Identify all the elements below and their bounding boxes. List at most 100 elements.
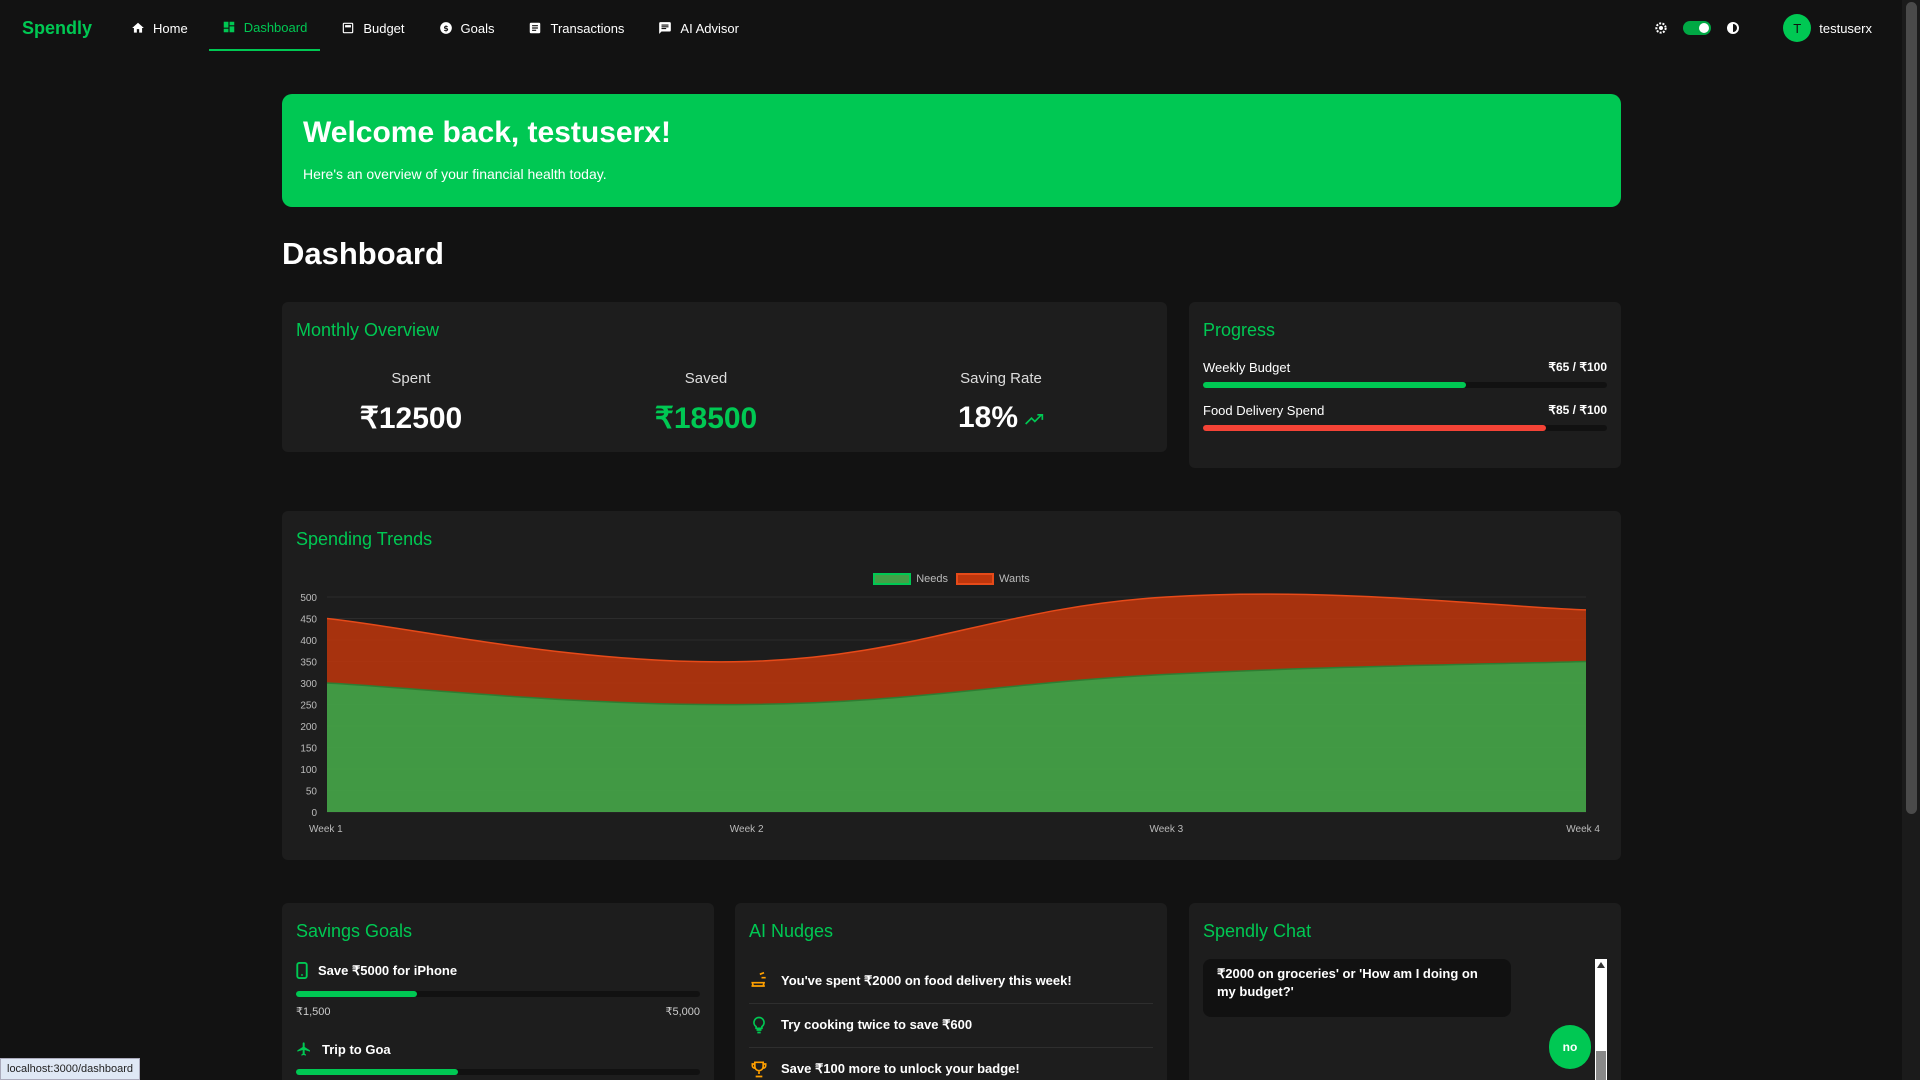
y-tick-label: 50 xyxy=(306,787,318,798)
chat-scrollbar[interactable] xyxy=(1595,959,1607,1080)
goal-progress-bar xyxy=(296,1069,700,1075)
goal-progress-bar xyxy=(296,991,700,997)
page-scrollbar[interactable] xyxy=(1902,0,1920,1080)
spent-label: Spent xyxy=(391,370,431,387)
chat-messages[interactable]: ₹2000 on groceries' or 'How am I doing o… xyxy=(1203,959,1607,1080)
theme-toggle[interactable] xyxy=(1683,21,1712,35)
saving-rate-value: 18% xyxy=(957,401,1019,434)
goal-item[interactable]: Save ₹5000 for iPhone ₹1,500 ₹5,000 xyxy=(296,962,700,1018)
progress-weekly-budget: Weekly Budget ₹65 / ₹100 xyxy=(1203,360,1607,388)
nav-right: T testuserx xyxy=(1653,0,1872,56)
phone-icon xyxy=(296,962,308,979)
x-tick-label: Week 2 xyxy=(730,824,764,835)
svg-text:$: $ xyxy=(443,24,448,33)
trophy-icon xyxy=(751,1061,767,1078)
status-url: localhost:3000/dashboard xyxy=(0,1058,140,1080)
x-tick-label: Week 4 xyxy=(1566,824,1600,835)
chat-icon xyxy=(659,22,672,34)
spendly-chat-card: Spendly Chat ₹2000 on groceries' or 'How… xyxy=(1189,903,1621,1080)
legend-needs-label: Needs xyxy=(916,573,949,585)
spending-trends-title: Spending Trends xyxy=(296,529,433,549)
nav-transactions[interactable]: Transactions xyxy=(515,5,637,51)
x-tick-label: Week 1 xyxy=(309,824,343,835)
username[interactable]: testuserx xyxy=(1819,20,1872,36)
nav-budget-label: Budget xyxy=(363,20,405,36)
nudge-text: You've spent ₹2000 on food delivery this… xyxy=(781,973,1072,988)
y-tick-label: 300 xyxy=(300,679,317,690)
y-tick-label: 200 xyxy=(300,722,317,733)
progress-fill xyxy=(1203,425,1547,431)
stat-spent: Spent ₹12500 xyxy=(301,370,521,436)
chat-scroll-thumb[interactable] xyxy=(1596,1051,1606,1080)
spending-trends-chart: 0 50 100 150 200 250 300 350 400 450 500 Week 1 Week… xyxy=(300,593,1600,835)
avatar[interactable]: T xyxy=(1783,14,1812,42)
goal-min: ₹1,500 xyxy=(296,1006,331,1018)
nav-ai-advisor[interactable]: AI Advisor xyxy=(645,5,752,51)
nav-dashboard[interactable]: Dashboard xyxy=(208,5,321,51)
saving-rate-row: 18% xyxy=(891,401,1111,435)
series-wants-line xyxy=(326,593,1587,663)
nudge-item[interactable]: You've spent ₹2000 on food delivery this… xyxy=(749,971,1153,1004)
goal-label: Save ₹5000 for iPhone xyxy=(318,962,458,978)
x-tick-label: Week 3 xyxy=(1149,824,1183,835)
y-tick-label: 100 xyxy=(300,765,317,776)
spent-value: ₹12500 xyxy=(359,402,463,435)
progress-amount: ₹85 / ₹100 xyxy=(1548,403,1607,417)
top-nav: Spendly Home Dashboard Budget $ Goals Tr… xyxy=(0,0,1902,56)
dollar-icon: $ xyxy=(439,22,452,34)
y-tick-label: 150 xyxy=(300,744,317,755)
goal-item[interactable]: Trip to Goa xyxy=(296,1041,700,1075)
nav-home[interactable]: Home xyxy=(118,5,201,51)
progress-label: Food Delivery Spend xyxy=(1203,403,1325,418)
dashboard-icon xyxy=(223,21,234,33)
legend-wants-label: Wants xyxy=(999,573,1030,585)
nudge-item[interactable]: Save ₹100 more to unlock your badge! xyxy=(749,1059,1153,1080)
chevron-up-icon[interactable] xyxy=(1597,962,1605,968)
legend-swatch-wants xyxy=(956,573,995,585)
savings-goals-title: Savings Goals xyxy=(296,921,413,941)
nav-ai-advisor-label: AI Advisor xyxy=(680,20,739,36)
monthly-overview-card: Monthly Overview Spent ₹12500 Saved ₹185… xyxy=(282,302,1167,452)
monthly-overview-title: Monthly Overview xyxy=(296,320,440,340)
plane-icon xyxy=(297,1042,310,1056)
stat-saving-rate: Saving Rate 18% xyxy=(891,370,1111,435)
y-tick-label: 450 xyxy=(300,615,317,626)
ai-nudges-card: AI Nudges You've spent ₹2000 on food del… xyxy=(735,903,1167,1080)
page-title: Dashboard xyxy=(282,236,444,271)
brightness-icon[interactable] xyxy=(1725,20,1741,36)
legend-swatch-needs xyxy=(873,573,912,585)
goal-progress-fill xyxy=(296,991,418,997)
chart-legend: Needs Wants xyxy=(282,573,1621,585)
logo[interactable]: Spendly xyxy=(22,17,93,38)
welcome-title: Welcome back, testuserx! xyxy=(303,116,671,149)
page-scroll-thumb[interactable] xyxy=(1906,2,1917,814)
nav-budget[interactable]: Budget xyxy=(328,5,417,51)
y-tick-label: 350 xyxy=(300,658,317,669)
series-needs-area xyxy=(327,661,1586,812)
y-tick-label: 400 xyxy=(300,636,317,647)
settings-icon[interactable] xyxy=(1653,20,1669,36)
y-tick-label: 250 xyxy=(300,701,317,712)
progress-title: Progress xyxy=(1203,320,1276,340)
savings-goals-card: Savings Goals Save ₹5000 for iPhone ₹1,5… xyxy=(282,903,714,1080)
legend-needs[interactable]: Needs xyxy=(873,573,948,585)
series-wants-area xyxy=(327,594,1586,705)
progress-bar xyxy=(1203,382,1607,388)
nav-dashboard-label: Dashboard xyxy=(243,19,308,35)
y-tick-label: 500 xyxy=(300,593,317,604)
legend-wants[interactable]: Wants xyxy=(956,573,1030,585)
nav-goals-label: Goals xyxy=(460,20,495,36)
nudge-text: Save ₹100 more to unlock your badge! xyxy=(781,1061,1020,1076)
budget-icon xyxy=(343,22,354,34)
progress-amount: ₹65 / ₹100 xyxy=(1548,360,1607,374)
nudge-item[interactable]: Try cooking twice to save ₹600 xyxy=(749,1015,1153,1048)
chat-bot-message: ₹2000 on groceries' or 'How am I doing o… xyxy=(1203,959,1511,1017)
trending-up-icon xyxy=(1025,414,1044,425)
progress-food-delivery: Food Delivery Spend ₹85 / ₹100 xyxy=(1203,403,1607,431)
list-icon xyxy=(530,22,541,34)
saved-value: ₹18500 xyxy=(654,402,758,435)
progress-label: Weekly Budget xyxy=(1203,360,1291,375)
lightbulb-icon xyxy=(753,1016,765,1034)
nav-goals[interactable]: $ Goals xyxy=(426,5,508,51)
